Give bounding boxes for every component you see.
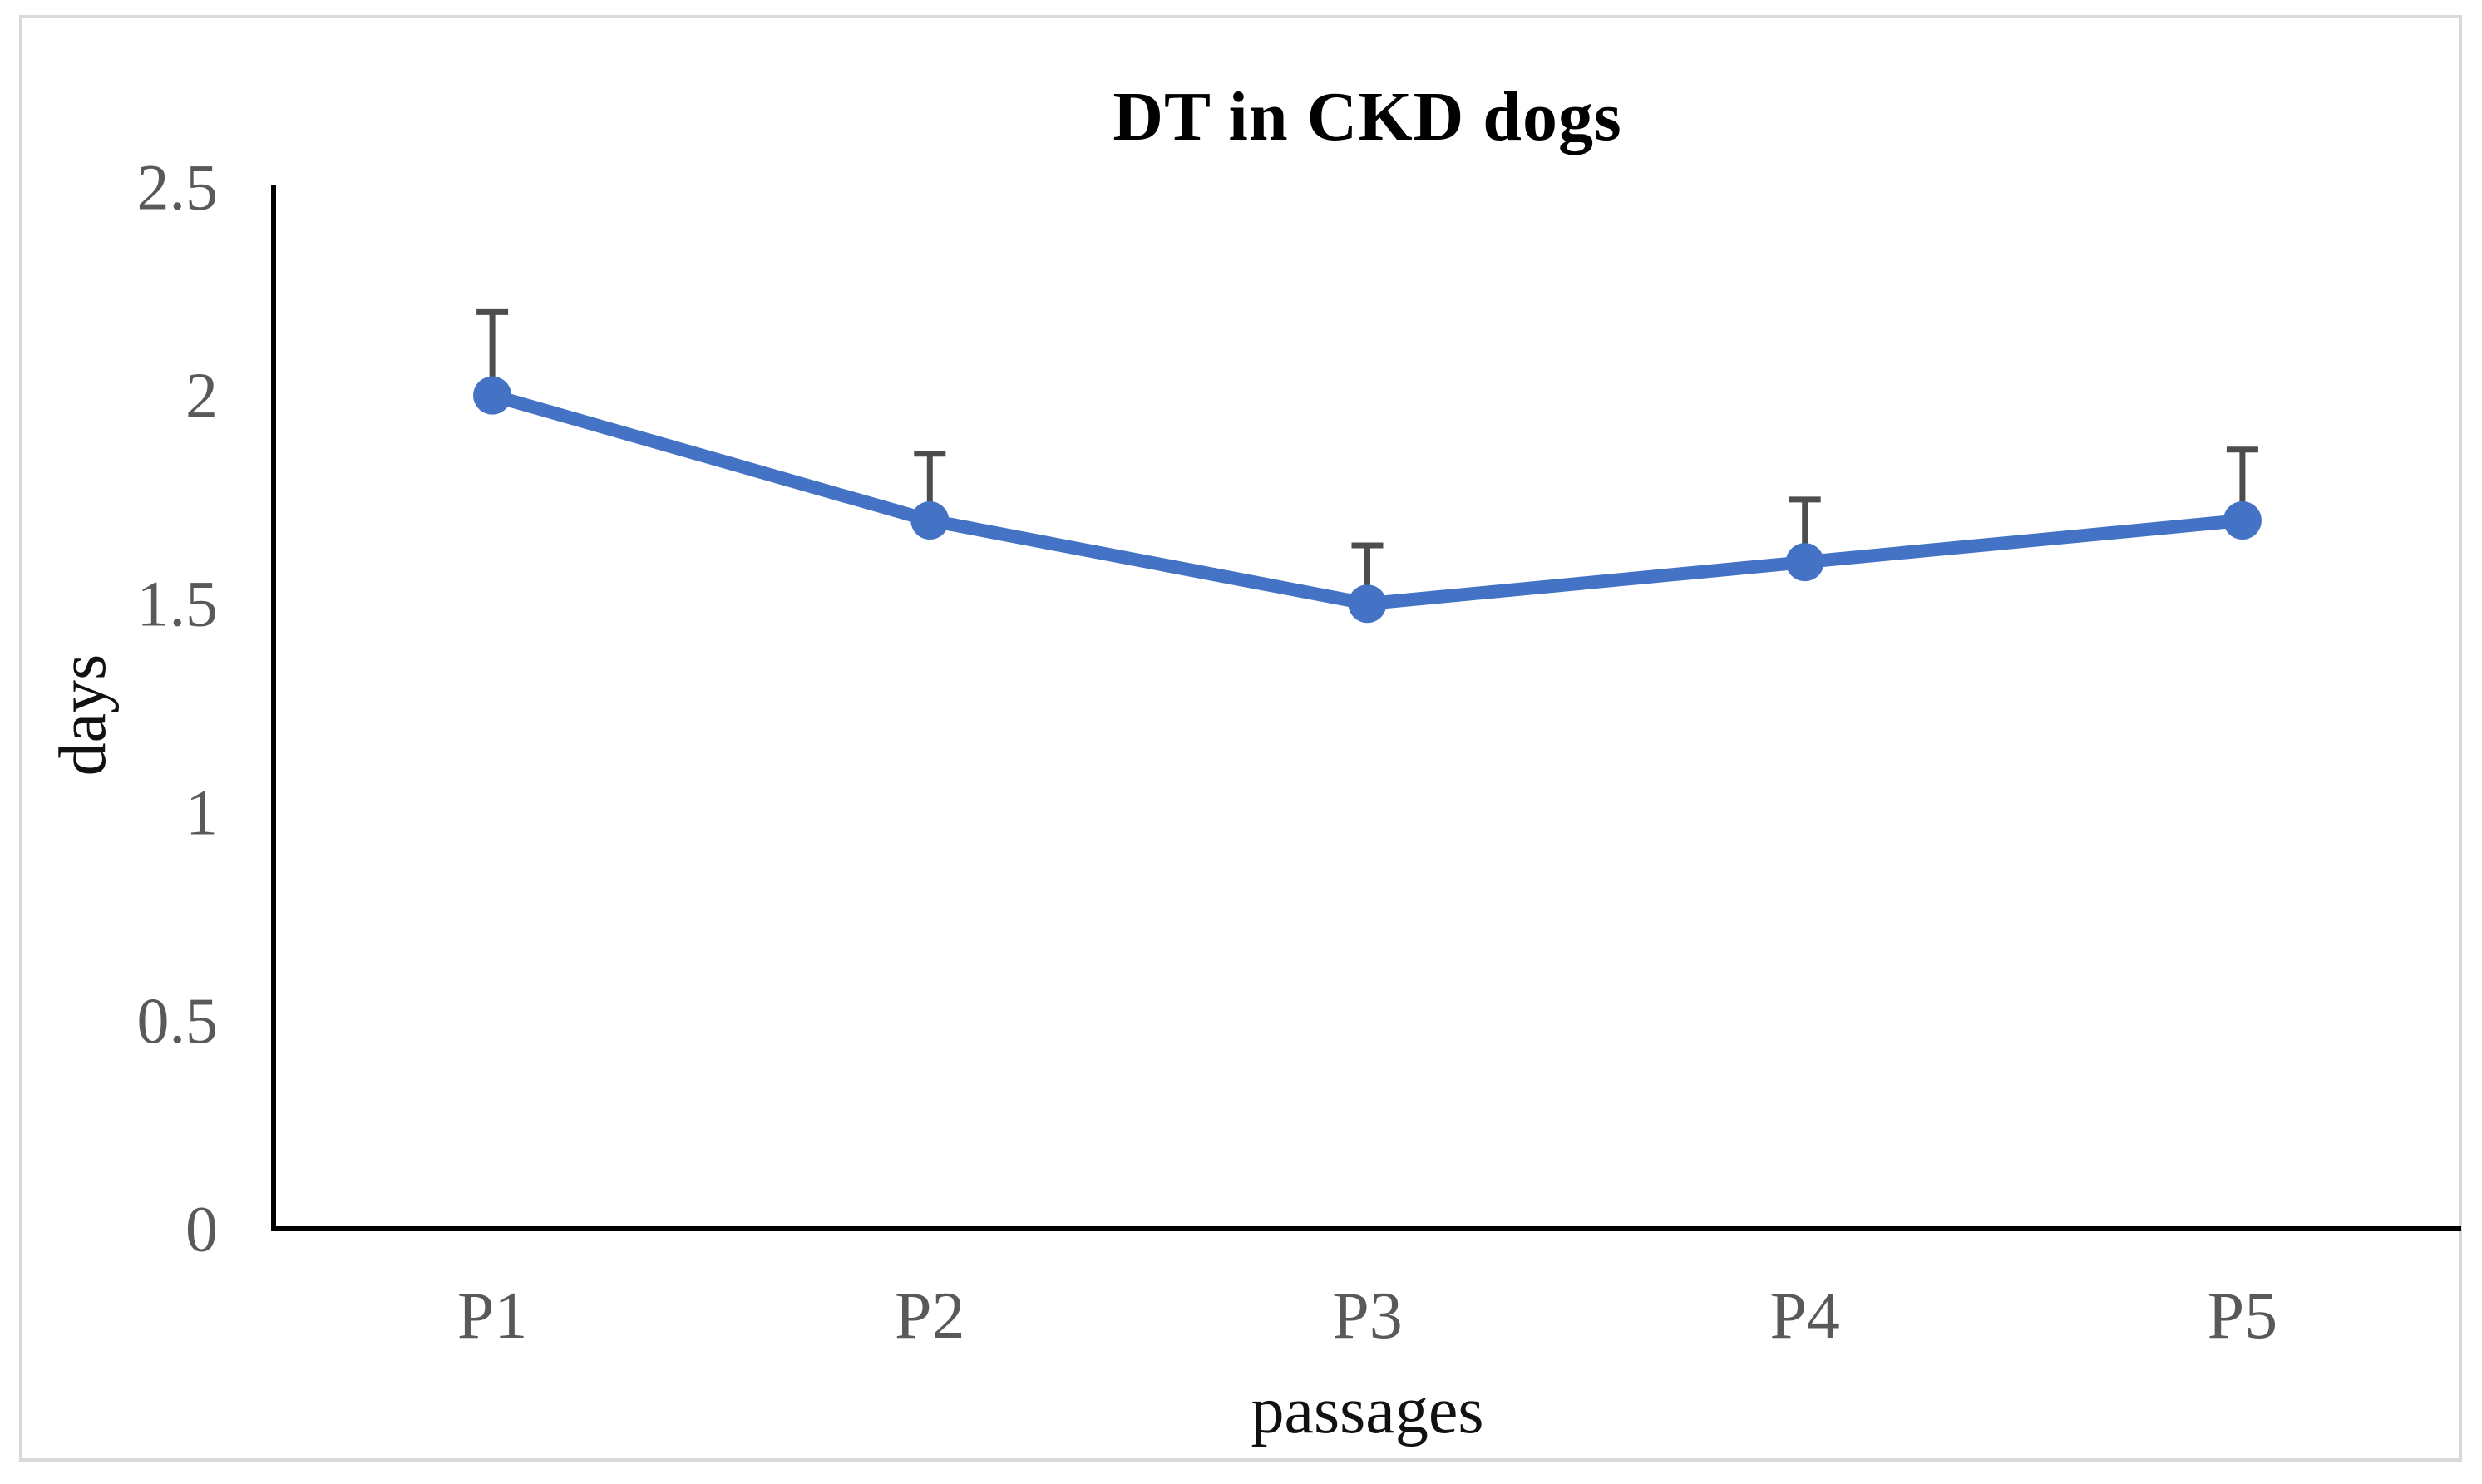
- y-tick-label: 2: [185, 359, 218, 431]
- y-tick-label: 1.5: [137, 568, 219, 640]
- chart-title: DT in CKD dogs: [1113, 78, 1622, 155]
- data-point-marker: [1785, 543, 1824, 582]
- data-point-marker: [473, 376, 512, 415]
- data-point-marker: [1348, 584, 1387, 624]
- x-axis-title: passages: [1251, 1374, 1484, 1447]
- x-tick-label: P4: [1769, 1279, 1840, 1353]
- y-tick-label: 0.5: [137, 984, 219, 1057]
- y-tick-label: 0: [185, 1193, 218, 1265]
- y-tick-label: 2.5: [137, 151, 219, 224]
- figure-border: [19, 15, 2462, 1462]
- y-tick-label: 1: [185, 776, 218, 848]
- x-tick-label: P5: [2208, 1279, 2278, 1353]
- x-tick-label: P1: [457, 1279, 528, 1353]
- x-tick-label: P2: [895, 1279, 965, 1353]
- data-point-marker: [2223, 500, 2262, 540]
- data-point-marker: [910, 500, 950, 540]
- x-tick-label: P3: [1332, 1279, 1403, 1353]
